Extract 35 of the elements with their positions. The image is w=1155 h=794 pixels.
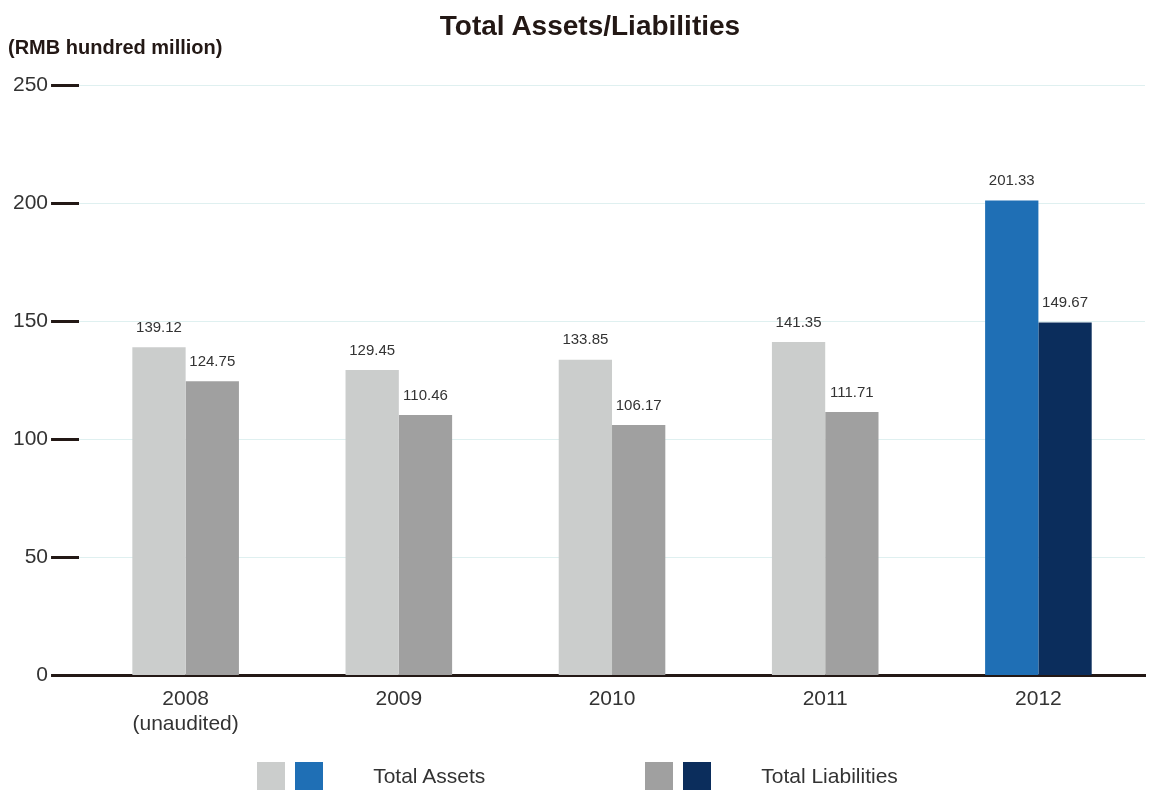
bar	[612, 425, 666, 676]
legend-label: Total Liabilities	[761, 764, 898, 788]
y-tick-label: 150	[12, 308, 49, 332]
bar	[558, 359, 613, 676]
y-tick-label: 100	[12, 426, 49, 450]
data-label: 201.33	[988, 171, 1035, 189]
data-label: 129.45	[349, 340, 396, 358]
bar	[132, 347, 186, 676]
data-label: 111.71	[830, 382, 874, 400]
bar	[1038, 322, 1092, 676]
chart-title: Total Assets/Liabilities	[439, 10, 741, 41]
y-tick-label: 0	[36, 662, 49, 686]
bar	[825, 411, 879, 676]
y-tick-label: 250	[12, 72, 49, 96]
y-tick-label: 50	[24, 544, 49, 568]
x-tick-label: 2011	[802, 686, 848, 709]
bar	[985, 200, 1039, 676]
legend-label: Total Assets	[373, 764, 486, 788]
x-tick-label: 2010	[588, 686, 636, 709]
data-label: 124.75	[189, 351, 236, 369]
data-label: 141.35	[775, 312, 822, 330]
x-tick-label: 2012	[1015, 686, 1062, 709]
bar	[185, 381, 239, 676]
bar	[345, 370, 399, 676]
y-tick-label: 200	[12, 190, 49, 214]
data-label: 139.12	[136, 317, 182, 335]
bar	[771, 342, 826, 676]
data-label: 106.17	[615, 395, 662, 413]
x-tick-label: 2008 (unaudited)	[132, 686, 239, 735]
y-axis-title: (RMB hundred million)	[8, 36, 223, 59]
x-tick-label: 2009	[375, 686, 423, 709]
bar	[398, 414, 453, 676]
data-label: 110.46	[403, 385, 448, 403]
data-label: 133.85	[562, 330, 609, 348]
data-label: 149.67	[1042, 293, 1088, 311]
